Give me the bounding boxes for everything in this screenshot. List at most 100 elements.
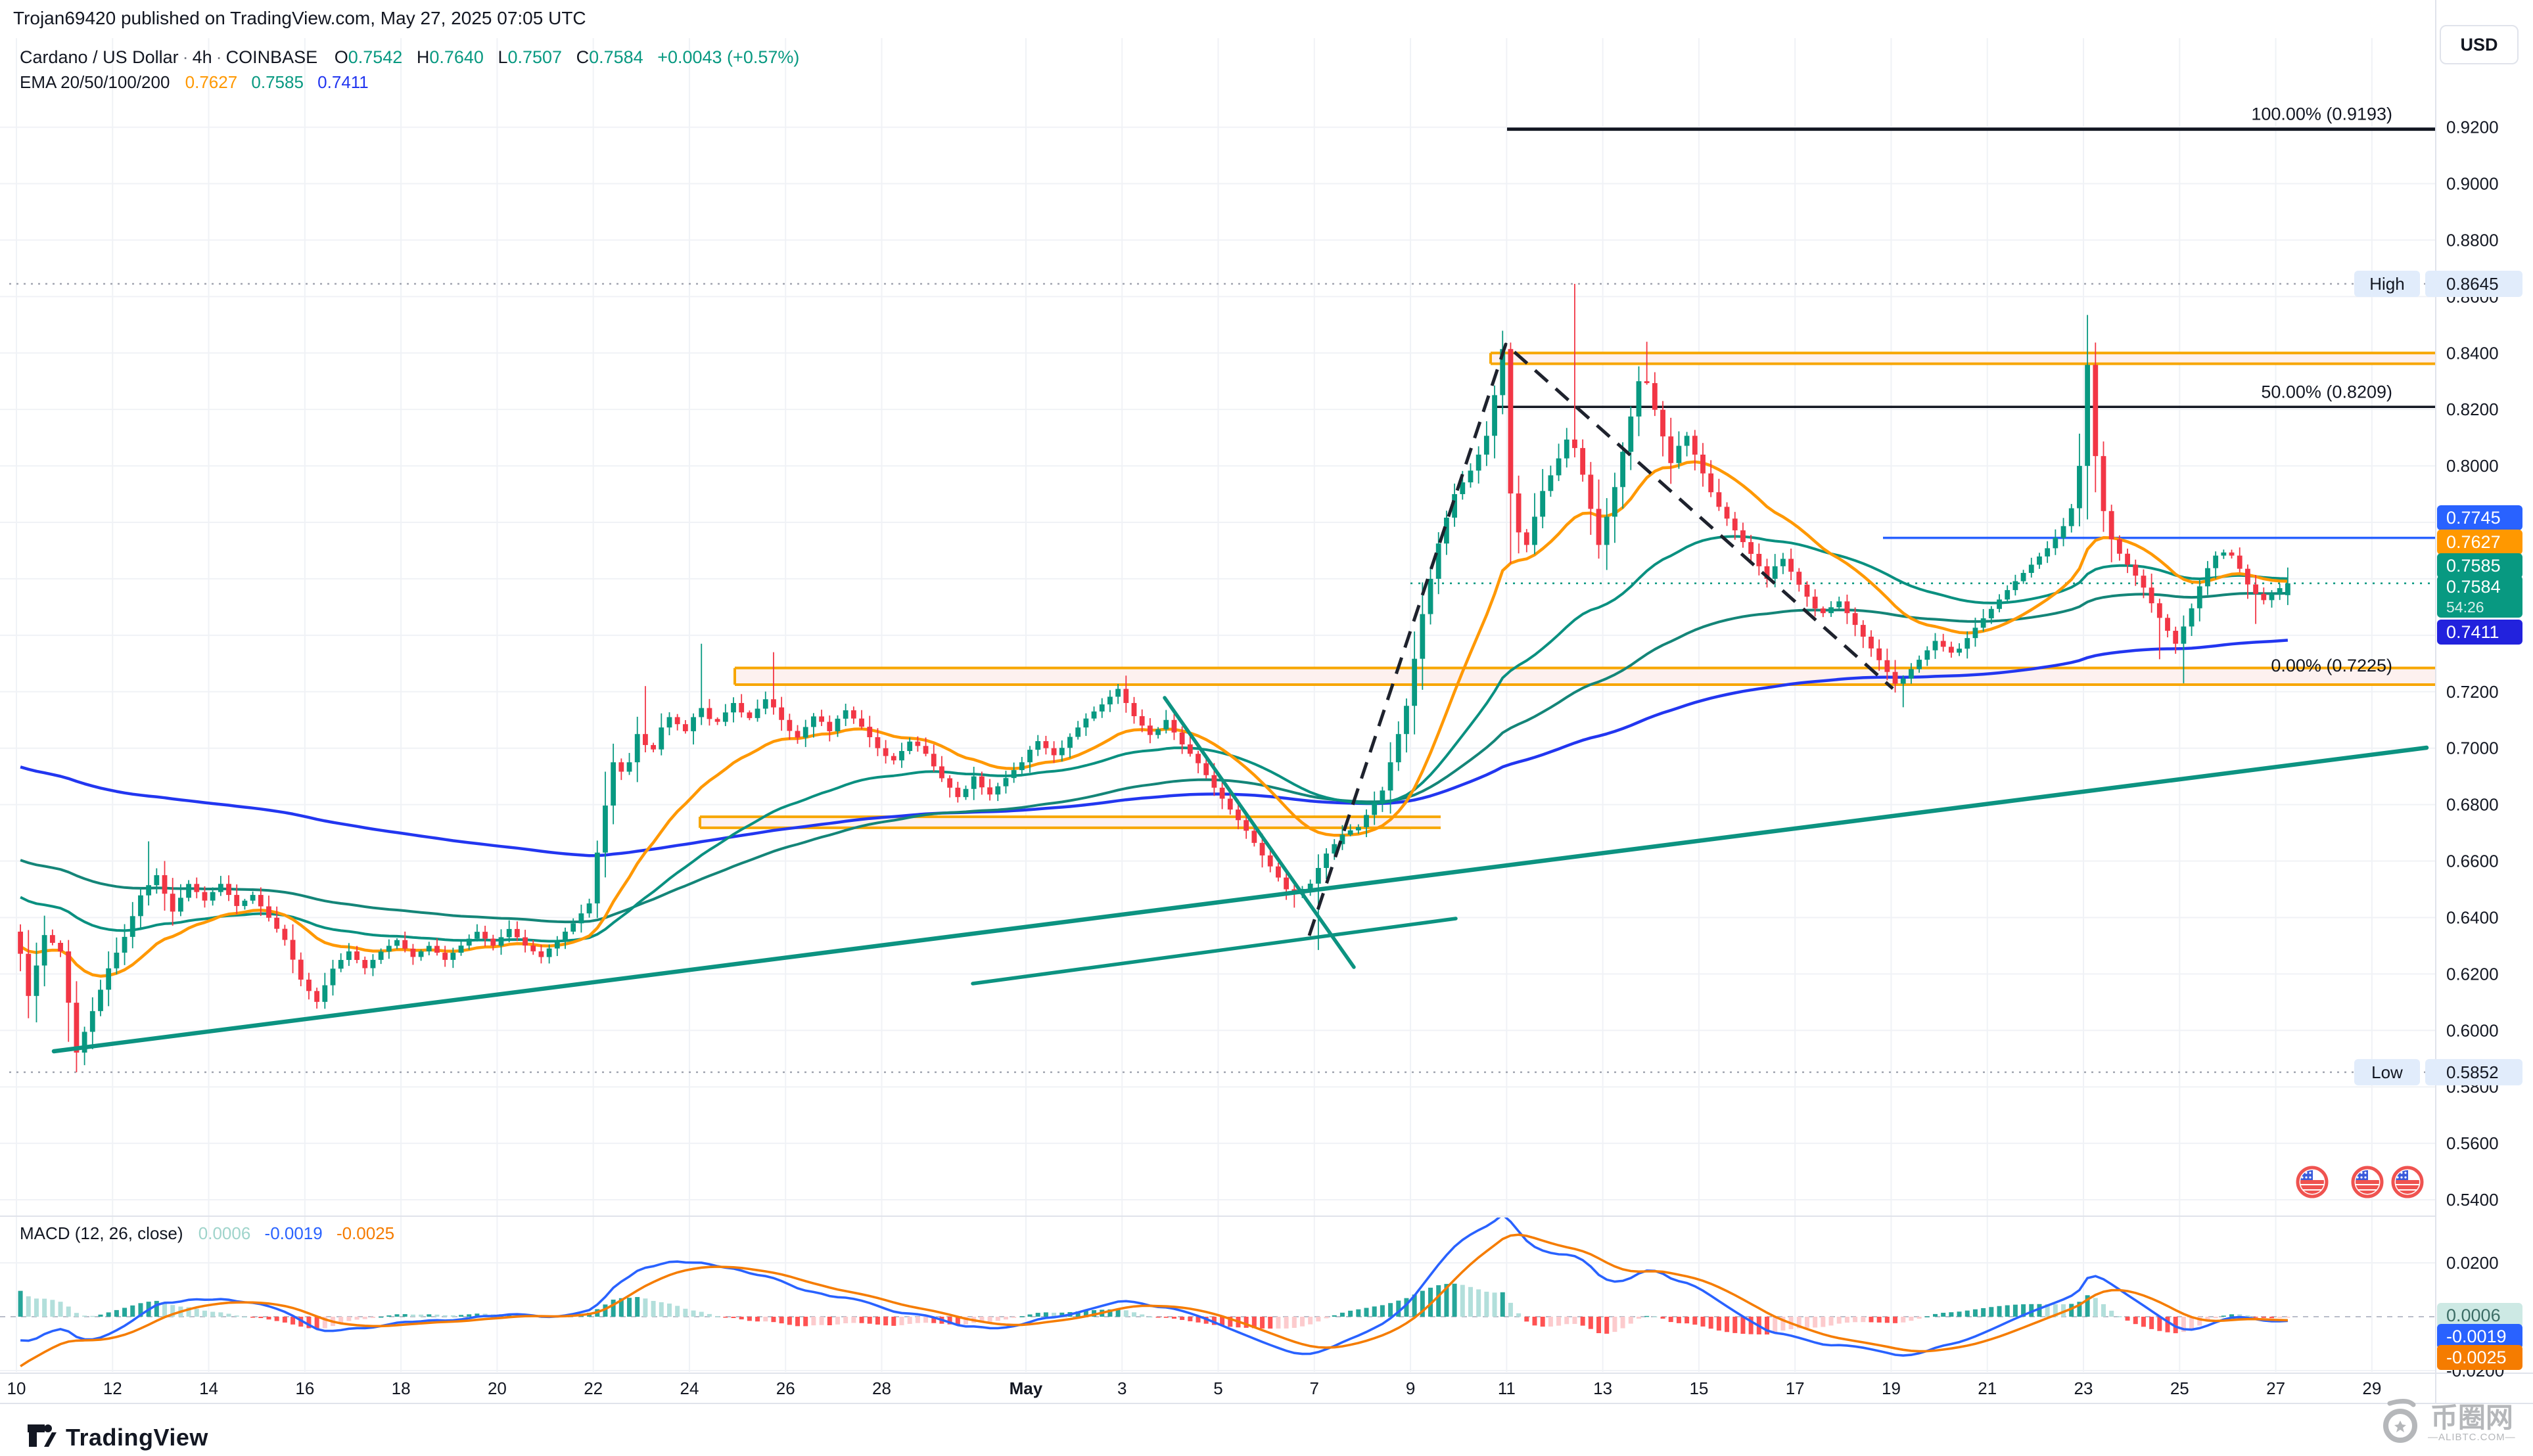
interval: 4h [192,47,212,67]
svg-text:0.8645: 0.8645 [2446,274,2499,294]
tradingview-logo[interactable]: TradingView [26,1421,208,1454]
svg-text:18: 18 [392,1378,411,1398]
svg-text:0.9000: 0.9000 [2446,173,2499,193]
ema50-value: 0.7585 [251,72,304,92]
time-axis[interactable]: 10 12 14 16 18 20 22 24 26 28 May 3 5 7 9 11 13 15 17 19 21 2… [7,1378,2382,1398]
currency-toggle-button[interactable]: USD [2440,25,2519,64]
svg-text:10: 10 [7,1378,26,1398]
svg-text:High: High [2369,274,2404,294]
svg-text:0.7000: 0.7000 [2446,739,2499,758]
macd-signal-value: -0.0025 [336,1223,395,1243]
tradingview-logo-text: TradingView [66,1423,208,1451]
macd-legend[interactable]: MACD (12, 26, close) 0.0006 -0.0019 -0.0… [20,1223,394,1244]
svg-text:0.7584: 0.7584 [2446,577,2501,597]
price-pane: 100.00% (0.9193) 50.00% (0.8209) 0.00% (0.… [9,104,2436,1074]
svg-text:27: 27 [2266,1378,2285,1398]
svg-text:23: 23 [2074,1378,2093,1398]
change-value: +0.0043 (+0.57%) [657,47,800,67]
svg-text:0.5600: 0.5600 [2446,1133,2499,1153]
ema50-line [20,535,2288,943]
svg-text:May: May [1010,1378,1043,1398]
price-axis[interactable]: 0.92000.90000.88000.86000.84000.82000.80… [2354,118,2522,1380]
ema-legend[interactable]: EMA 20/50/100/200 0.7627 0.7585 0.7411 [20,72,369,93]
us-flag-icon[interactable] [2296,1166,2329,1198]
svg-text:11: 11 [1498,1378,1516,1398]
svg-text:0.8000: 0.8000 [2446,456,2499,476]
svg-text:16: 16 [295,1378,314,1398]
svg-text:14: 14 [199,1378,218,1398]
svg-text:12: 12 [103,1378,122,1398]
symbol-legend[interactable]: Cardano / US Dollar · 4h · COINBASE O0.7542 … [20,47,800,67]
svg-text:13: 13 [1593,1378,1612,1398]
svg-text:0.6400: 0.6400 [2446,907,2499,927]
symbol-title: Cardano / US Dollar [20,47,179,67]
exchange: COINBASE [225,47,318,67]
svg-text:-0.0025: -0.0025 [2446,1348,2507,1367]
svg-text:17: 17 [1786,1378,1805,1398]
svg-text:0.9200: 0.9200 [2446,118,2499,137]
macd-signal-line [20,1233,2288,1367]
svg-text:0.00% (0.7225): 0.00% (0.7225) [2271,656,2392,675]
watermark-cjk-text: 币圈网 [2430,1402,2513,1433]
svg-text:22: 22 [584,1378,603,1398]
svg-text:0.8400: 0.8400 [2446,343,2499,363]
ema20-value: 0.7627 [185,72,238,92]
open-value: 0.7542 [348,47,403,67]
svg-text:0.6200: 0.6200 [2446,964,2499,984]
svg-text:25: 25 [2170,1378,2189,1398]
low-value: 0.7507 [507,47,563,67]
ema200-value: 0.7411 [317,72,369,92]
macd-pane [0,1217,2436,1367]
svg-text:0.5852: 0.5852 [2446,1062,2499,1082]
svg-text:28: 28 [872,1378,891,1398]
svg-text:24: 24 [680,1378,699,1398]
dashed-measured-move[interactable] [1307,342,1894,936]
us-flag-icon[interactable] [2391,1166,2424,1198]
ema-name: EMA 20/50/100/200 [20,72,170,92]
svg-text:5: 5 [1213,1378,1222,1398]
close-value: 0.7584 [589,47,643,67]
svg-text:100.00% (0.9193): 100.00% (0.9193) [2251,104,2392,124]
svg-text:9: 9 [1406,1378,1415,1398]
tradingview-logo-icon [26,1421,57,1454]
svg-text:26: 26 [776,1378,795,1398]
svg-text:29: 29 [2362,1378,2381,1398]
macd-histogram [18,1283,2290,1335]
ema100-line [20,591,2288,924]
svg-text:7: 7 [1310,1378,1319,1398]
svg-text:-0.0019: -0.0019 [2446,1327,2507,1346]
svg-text:0.6800: 0.6800 [2446,795,2499,815]
svg-text:0.7200: 0.7200 [2446,682,2499,702]
event-flags[interactable] [2296,1166,2424,1198]
svg-text:0.8200: 0.8200 [2446,399,2499,419]
svg-text:0.6000: 0.6000 [2446,1020,2499,1040]
close-label: C [576,47,590,67]
macd-line-value: -0.0019 [264,1223,323,1243]
svg-text:19: 19 [1882,1378,1901,1398]
svg-text:0.7745: 0.7745 [2446,508,2501,528]
axes [0,0,2533,1404]
published-byline: Trojan69420 published on TradingView.com… [13,8,586,28]
watermark-swirl-icon [2381,1398,2423,1449]
us-flag-icon[interactable] [2351,1166,2384,1198]
fib-retracement[interactable]: 100.00% (0.9193) 50.00% (0.8209) 0.00% (0.… [1495,104,2436,675]
svg-text:0.5400: 0.5400 [2446,1190,2499,1210]
watermark-site-text: —ALIBTC.COM— [2428,1432,2516,1443]
high-value: 0.7640 [429,47,484,67]
supply-demand-bands[interactable] [699,352,2436,829]
macd-hist-value: 0.0006 [198,1223,251,1243]
svg-text:21: 21 [1978,1378,1997,1398]
svg-text:0.7585: 0.7585 [2446,556,2501,576]
svg-text:3: 3 [1117,1378,1127,1398]
candles [18,284,2290,1072]
svg-text:0.0200: 0.0200 [2446,1253,2499,1273]
trend-lines[interactable] [51,696,2429,1054]
svg-text:15: 15 [1689,1378,1708,1398]
grid-lines [0,38,2436,1372]
svg-text:Low: Low [2371,1062,2403,1082]
svg-text:20: 20 [488,1378,507,1398]
ema20-line [19,460,2288,978]
open-label: O [334,47,348,67]
